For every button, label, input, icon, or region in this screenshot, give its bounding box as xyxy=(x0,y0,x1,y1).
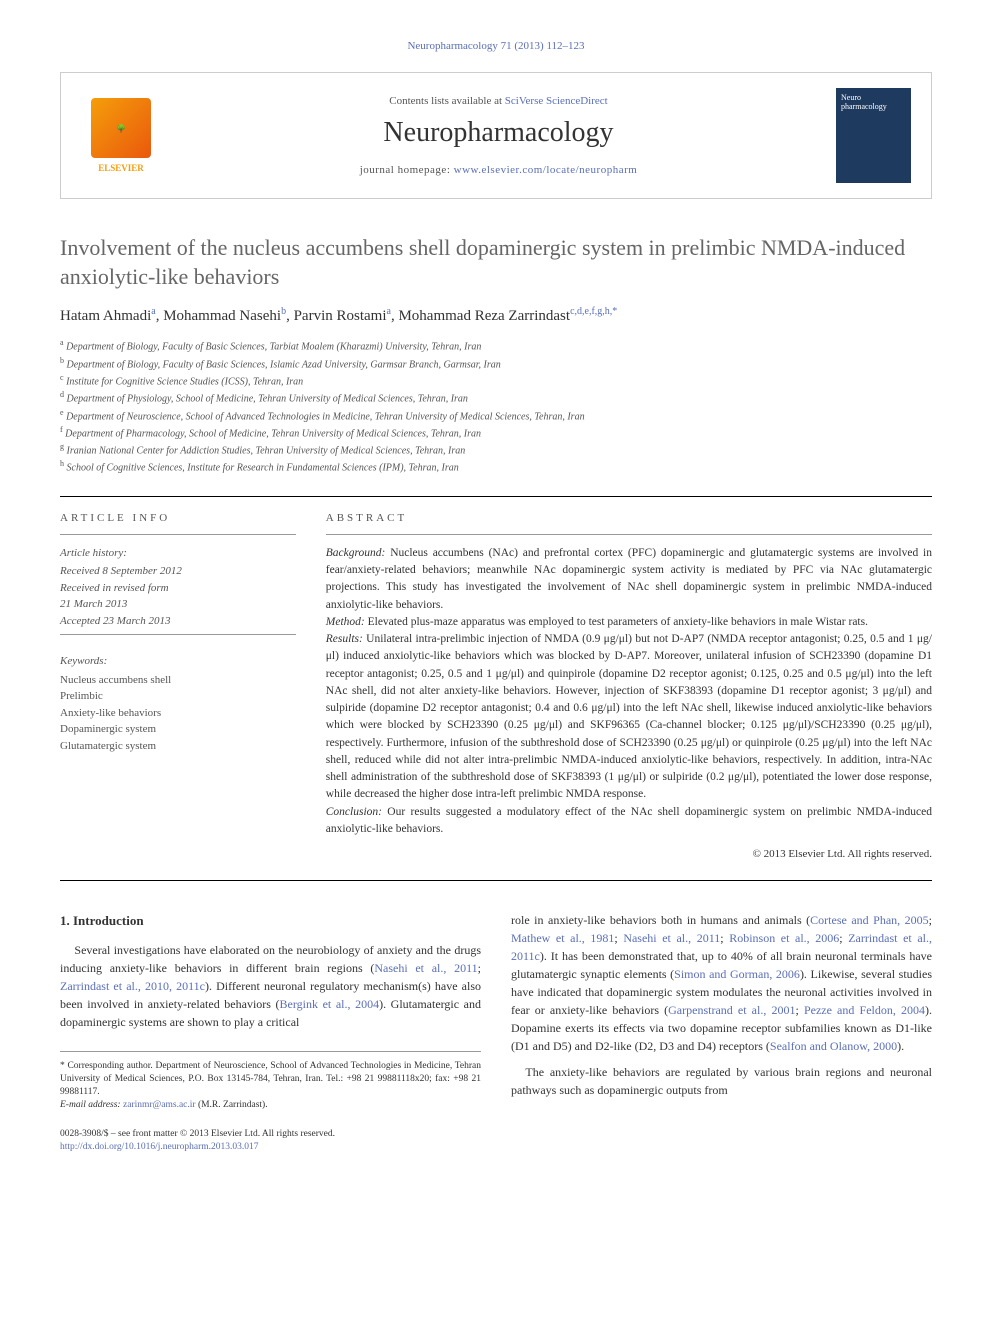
email-suffix: (M.R. Zarrindast). xyxy=(196,1100,268,1110)
keyword: Prelimbic xyxy=(60,688,296,705)
affiliation: b Department of Biology, Faculty of Basi… xyxy=(60,355,932,372)
body-section: 1. Introduction Several investigations h… xyxy=(60,911,932,1154)
body-column-right: role in anxiety-like behaviors both in h… xyxy=(511,911,932,1154)
journal-cover-thumbnail: Neuro pharmacology xyxy=(836,88,911,183)
author: Hatam Ahmadia xyxy=(60,308,156,324)
keyword: Dopaminergic system xyxy=(60,721,296,738)
affiliation: d Department of Physiology, School of Me… xyxy=(60,389,932,406)
abstract-body: Background: Nucleus accumbens (NAc) and … xyxy=(326,545,932,838)
ref-link[interactable]: Sealfon and Olanow, 2000 xyxy=(770,1039,897,1053)
ref-link[interactable]: Garpenstrand et al., 2001 xyxy=(668,1003,795,1017)
journal-masthead: 🌳 ELSEVIER Contents lists available at S… xyxy=(60,72,932,199)
email-link[interactable]: zarinmr@ams.ac.ir xyxy=(123,1100,196,1110)
info-abstract-row: ARTICLE INFO Article history: Received 8… xyxy=(60,512,932,860)
body-paragraph: The anxiety-like behaviors are regulated… xyxy=(511,1063,932,1099)
article-history: Article history: Received 8 September 20… xyxy=(60,545,296,630)
issn-line: 0028-3908/$ – see front matter © 2013 El… xyxy=(60,1129,335,1139)
masthead-center: Contents lists available at SciVerse Sci… xyxy=(161,95,836,176)
elsevier-tree-icon: 🌳 xyxy=(91,98,151,158)
thin-divider xyxy=(60,634,296,635)
contents-prefix: Contents lists available at xyxy=(389,95,504,107)
abstract-conclusion: Our results suggested a modulatory effec… xyxy=(326,806,932,835)
doi-link[interactable]: http://dx.doi.org/10.1016/j.neuropharm.2… xyxy=(60,1142,259,1152)
abstract-results-label: Results: xyxy=(326,633,363,645)
section-divider xyxy=(60,496,932,497)
body-paragraph: Several investigations have elaborated o… xyxy=(60,941,481,1031)
article-title: Involvement of the nucleus accumbens she… xyxy=(60,234,932,291)
ref-link[interactable]: Nasehi et al., 2011 xyxy=(623,931,720,945)
section-divider xyxy=(60,880,932,881)
affiliation: g Iranian National Center for Addiction … xyxy=(60,441,932,458)
keyword: Glutamatergic system xyxy=(60,738,296,755)
ref-link[interactable]: Cortese and Phan, 2005 xyxy=(810,913,929,927)
affiliation: a Department of Biology, Faculty of Basi… xyxy=(60,337,932,354)
journal-name: Neuropharmacology xyxy=(161,117,836,149)
abstract-method: Elevated plus-maze apparatus was employe… xyxy=(365,616,868,628)
running-header: Neuropharmacology 71 (2013) 112–123 xyxy=(60,40,932,52)
keyword: Anxiety-like behaviors xyxy=(60,705,296,722)
abstract-method-label: Method: xyxy=(326,616,365,628)
sciencedirect-link[interactable]: SciVerse ScienceDirect xyxy=(505,95,608,107)
affiliation: c Institute for Cognitive Science Studie… xyxy=(60,372,932,389)
history-line: Received 8 September 2012 xyxy=(60,563,296,580)
contents-line: Contents lists available at SciVerse Sci… xyxy=(161,95,836,107)
affiliation: h School of Cognitive Sciences, Institut… xyxy=(60,458,932,475)
ref-link[interactable]: Zarrindast et al., 2010, 2011c xyxy=(60,979,205,993)
section-heading: 1. Introduction xyxy=(60,911,481,931)
corresponding-author-mark[interactable]: * xyxy=(612,306,617,317)
author: Mohammad Nasehib xyxy=(163,308,286,324)
publisher-block: 🌳 ELSEVIER xyxy=(81,98,161,173)
abstract-conclusion-label: Conclusion: xyxy=(326,806,382,818)
abstract-background: Nucleus accumbens (NAc) and prefrontal c… xyxy=(326,547,932,611)
thin-divider xyxy=(60,534,296,535)
body-columns: 1. Introduction Several investigations h… xyxy=(60,911,932,1154)
body-paragraph: role in anxiety-like behaviors both in h… xyxy=(511,911,932,1055)
abstract-background-label: Background: xyxy=(326,547,386,559)
author: Parvin Rostamia xyxy=(294,308,391,324)
article-info-column: ARTICLE INFO Article history: Received 8… xyxy=(60,512,296,860)
thin-divider xyxy=(326,534,932,535)
keywords-block: Keywords: Nucleus accumbens shell Prelim… xyxy=(60,653,296,754)
history-line: Received in revised form xyxy=(60,580,296,597)
abstract-results: Unilateral intra-prelimbic injection of … xyxy=(326,633,932,800)
homepage-link[interactable]: www.elsevier.com/locate/neuropharm xyxy=(454,164,638,176)
corresponding-footnote: * Corresponding author. Department of Ne… xyxy=(60,1051,481,1113)
page: Neuropharmacology 71 (2013) 112–123 🌳 EL… xyxy=(0,0,992,1194)
homepage-line: journal homepage: www.elsevier.com/locat… xyxy=(161,164,836,176)
history-heading: Article history: xyxy=(60,545,296,562)
author-list: Hatam Ahmadia, Mohammad Nasehib, Parvin … xyxy=(60,306,932,325)
homepage-prefix: journal homepage: xyxy=(360,164,454,176)
publisher-name: ELSEVIER xyxy=(81,163,161,173)
author: Mohammad Reza Zarrindastc,d,e,f,g,h,* xyxy=(398,308,617,324)
ref-link[interactable]: Simon and Gorman, 2006 xyxy=(674,967,800,981)
history-line: Accepted 23 March 2013 xyxy=(60,613,296,630)
citation-link[interactable]: Neuropharmacology 71 (2013) 112–123 xyxy=(407,40,584,52)
ref-link[interactable]: Nasehi et al., 2011 xyxy=(374,961,477,975)
affiliations: a Department of Biology, Faculty of Basi… xyxy=(60,337,932,476)
ref-link[interactable]: Pezze and Feldon, 2004 xyxy=(804,1003,925,1017)
corr-text: Corresponding author. Department of Neur… xyxy=(60,1061,481,1098)
bottom-matter: 0028-3908/$ – see front matter © 2013 El… xyxy=(60,1128,481,1155)
history-line: 21 March 2013 xyxy=(60,596,296,613)
keyword: Nucleus accumbens shell xyxy=(60,672,296,689)
abstract-label: ABSTRACT xyxy=(326,512,932,524)
cover-label: Neuro pharmacology xyxy=(841,93,887,111)
affiliation: f Department of Pharmacology, School of … xyxy=(60,424,932,441)
copyright-line: © 2013 Elsevier Ltd. All rights reserved… xyxy=(326,848,932,860)
keywords-heading: Keywords: xyxy=(60,653,296,670)
abstract-column: ABSTRACT Background: Nucleus accumbens (… xyxy=(326,512,932,860)
article-info-label: ARTICLE INFO xyxy=(60,512,296,524)
email-label: E-mail address: xyxy=(60,1100,123,1110)
ref-link[interactable]: Mathew et al., 1981 xyxy=(511,931,614,945)
ref-link[interactable]: Bergink et al., 2004 xyxy=(280,997,380,1011)
ref-link[interactable]: Robinson et al., 2006 xyxy=(729,931,839,945)
affiliation: e Department of Neuroscience, School of … xyxy=(60,407,932,424)
body-column-left: 1. Introduction Several investigations h… xyxy=(60,911,481,1154)
